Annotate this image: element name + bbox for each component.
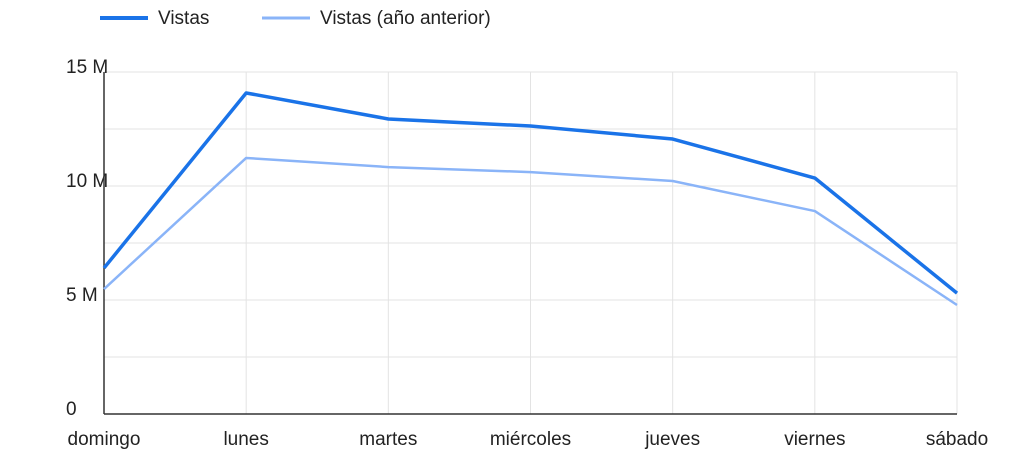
y-tick-label: 0 <box>66 399 77 420</box>
x-tick-label: martes <box>359 429 417 450</box>
y-tick-label: 15 M <box>66 57 108 78</box>
x-tick-label: jueves <box>644 429 700 450</box>
x-tick-label: lunes <box>223 429 268 450</box>
series-line <box>102 91 959 295</box>
x-tick-label: miércoles <box>490 429 571 450</box>
series-line <box>103 156 958 307</box>
x-tick-label: viernes <box>784 429 845 450</box>
y-tick-label: 10 M <box>66 171 108 192</box>
x-tick-label: domingo <box>68 429 141 450</box>
legend-label: Vistas (año anterior) <box>320 8 491 29</box>
y-tick-label: 5 M <box>66 285 98 306</box>
legend-label: Vistas <box>158 8 209 29</box>
x-tick-label: sábado <box>926 429 988 450</box>
